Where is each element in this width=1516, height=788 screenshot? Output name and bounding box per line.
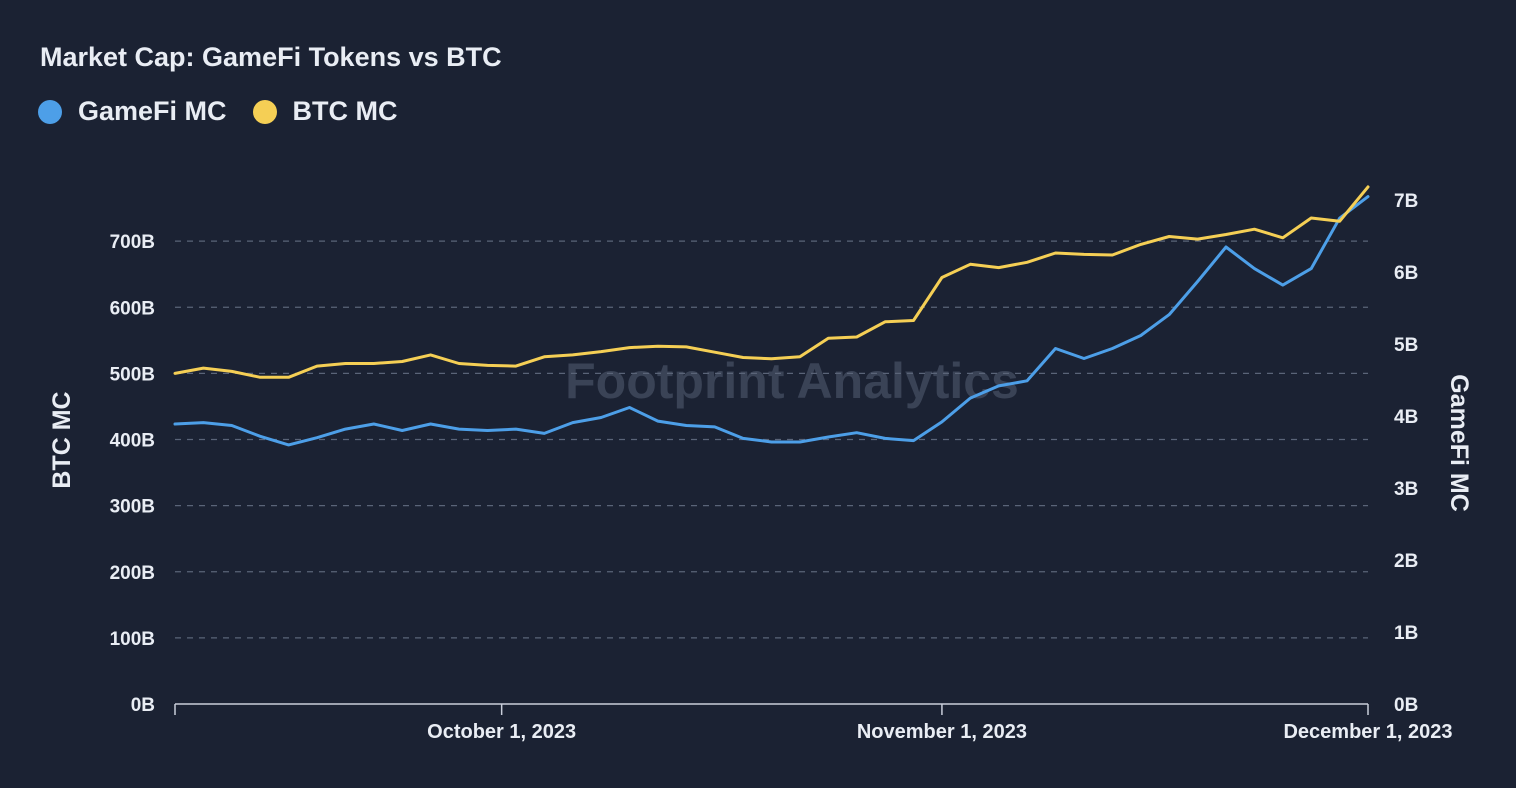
y-left-tick-label: 600B [110, 298, 155, 319]
y-right-tick-label: 2B [1394, 551, 1418, 572]
x-tick-label: December 1, 2023 [1283, 721, 1452, 743]
watermark-text: Footprint Analytics [565, 353, 1019, 409]
y-left-tick-label: 700B [110, 232, 155, 253]
y-right-tick-label: 6B [1394, 263, 1418, 284]
legend-dot-icon [252, 99, 277, 124]
y-right-tick-label: 5B [1394, 335, 1418, 356]
legend-item-gamefi[interactable]: GameFi MC [38, 96, 227, 127]
y-right-tick-label: 3B [1394, 479, 1418, 500]
x-tick-label: November 1, 2023 [857, 721, 1027, 743]
series-line-btc [173, 185, 1370, 379]
y-left-axis-title: BTC MC [48, 391, 76, 488]
y-left-tick-label: 200B [110, 563, 155, 584]
y-right-tick-label: 1B [1394, 623, 1418, 644]
series-line-gamefi [173, 195, 1370, 447]
y-left-tick-label: 100B [110, 629, 155, 650]
y-left-tick-label: 500B [110, 364, 155, 385]
y-right-tick-label: 0B [1394, 695, 1418, 716]
legend-label-gamefi: GameFi MC [78, 96, 227, 126]
y-right-tick-label: 7B [1394, 191, 1418, 212]
y-right-tick-label: 4B [1394, 407, 1418, 428]
legend-item-btc[interactable]: BTC MC [252, 96, 398, 127]
legend-label-btc: BTC MC [292, 96, 398, 126]
legend: GameFi MC BTC MC [38, 96, 424, 127]
y-left-tick-label: 400B [110, 431, 155, 452]
chart-title: Market Cap: GameFi Tokens vs BTC [40, 42, 502, 72]
y-left-tick-label: 0B [131, 695, 155, 716]
y-right-axis-title: GameFi MC [1445, 374, 1473, 512]
legend-dot-icon [38, 99, 62, 124]
y-left-tick-label: 300B [110, 497, 155, 518]
x-tick-label: October 1, 2023 [427, 721, 576, 743]
